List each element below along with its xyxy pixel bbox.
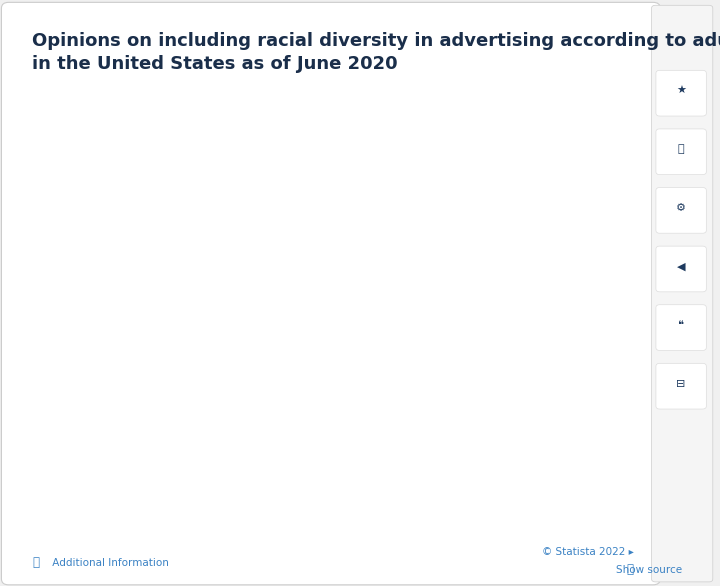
Bar <box>61 120 252 483</box>
Text: 42%: 42% <box>143 188 171 202</box>
FancyBboxPatch shape <box>656 246 706 292</box>
FancyBboxPatch shape <box>1 2 660 585</box>
FancyBboxPatch shape <box>652 5 713 582</box>
Bar <box>443 120 634 483</box>
Text: ⊟: ⊟ <box>676 379 686 389</box>
Text: Opinions on including racial diversity in advertising according to adults
in the: Opinions on including racial diversity i… <box>32 32 720 73</box>
FancyBboxPatch shape <box>656 363 706 409</box>
Text: ❝: ❝ <box>678 320 684 331</box>
Bar <box>489 298 588 483</box>
Text: 28%: 28% <box>524 281 552 294</box>
Bar <box>252 120 443 483</box>
Text: ⚙: ⚙ <box>676 203 686 213</box>
Text: ◀: ◀ <box>677 261 685 272</box>
Text: © Statista 2022 ▸: © Statista 2022 ▸ <box>541 547 634 557</box>
Bar <box>298 285 397 483</box>
FancyBboxPatch shape <box>656 188 706 233</box>
FancyBboxPatch shape <box>656 129 706 175</box>
FancyBboxPatch shape <box>656 70 706 116</box>
Text: Additional Information: Additional Information <box>49 557 168 568</box>
Text: Show source: Show source <box>616 564 685 575</box>
Bar <box>107 206 206 483</box>
Text: ⓘ: ⓘ <box>32 556 40 569</box>
Text: ⓘ: ⓘ <box>626 563 634 576</box>
Text: ★: ★ <box>676 86 686 96</box>
Text: 🔔: 🔔 <box>678 144 685 155</box>
Text: 30%: 30% <box>333 268 361 281</box>
FancyBboxPatch shape <box>656 305 706 350</box>
Y-axis label: Share of respondents: Share of respondents <box>14 246 23 357</box>
